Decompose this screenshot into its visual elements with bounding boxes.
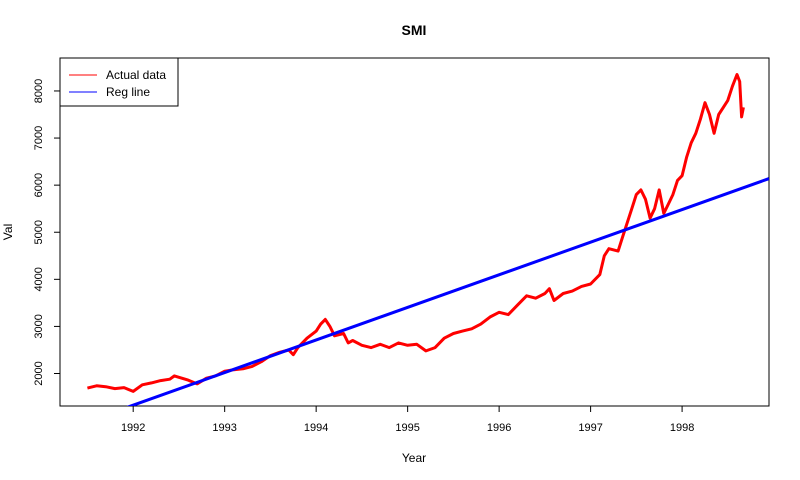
plot-series xyxy=(87,73,769,406)
y-tick-label: 7000 xyxy=(33,126,45,150)
y-axis: 2000 3000 4000 5000 6000 7000 8000 xyxy=(33,79,61,386)
y-tick-label: 8000 xyxy=(33,79,45,103)
x-tick-label: 1996 xyxy=(487,422,511,434)
x-tick-label: 1997 xyxy=(578,422,602,434)
legend-label-actual-data: Actual data xyxy=(106,68,166,82)
y-tick-label: 3000 xyxy=(33,314,45,338)
x-axis-label: Year xyxy=(402,451,426,465)
chart-title: SMI xyxy=(402,22,427,38)
x-tick-label: 1993 xyxy=(212,422,236,434)
legend-box xyxy=(59,57,179,107)
y-tick-label: 5000 xyxy=(33,220,45,244)
y-tick-label: 6000 xyxy=(33,173,45,197)
y-tick-label: 4000 xyxy=(33,267,45,291)
y-tick-label: 2000 xyxy=(33,361,45,385)
legend: Actual data Reg line xyxy=(59,57,179,107)
x-tick-label: 1994 xyxy=(304,422,328,434)
y-axis-label: Val xyxy=(1,224,15,240)
x-tick-label: 1998 xyxy=(670,422,694,434)
series-line-actual-data xyxy=(87,73,745,393)
legend-label-reg-line: Reg line xyxy=(106,85,150,99)
x-axis: 1992 1993 1994 1995 1996 1997 1998 xyxy=(121,405,694,434)
series-line-reg-line xyxy=(126,177,769,406)
x-tick-label: 1995 xyxy=(395,422,419,434)
x-tick-label: 1992 xyxy=(121,422,145,434)
plot-frame xyxy=(59,57,770,407)
